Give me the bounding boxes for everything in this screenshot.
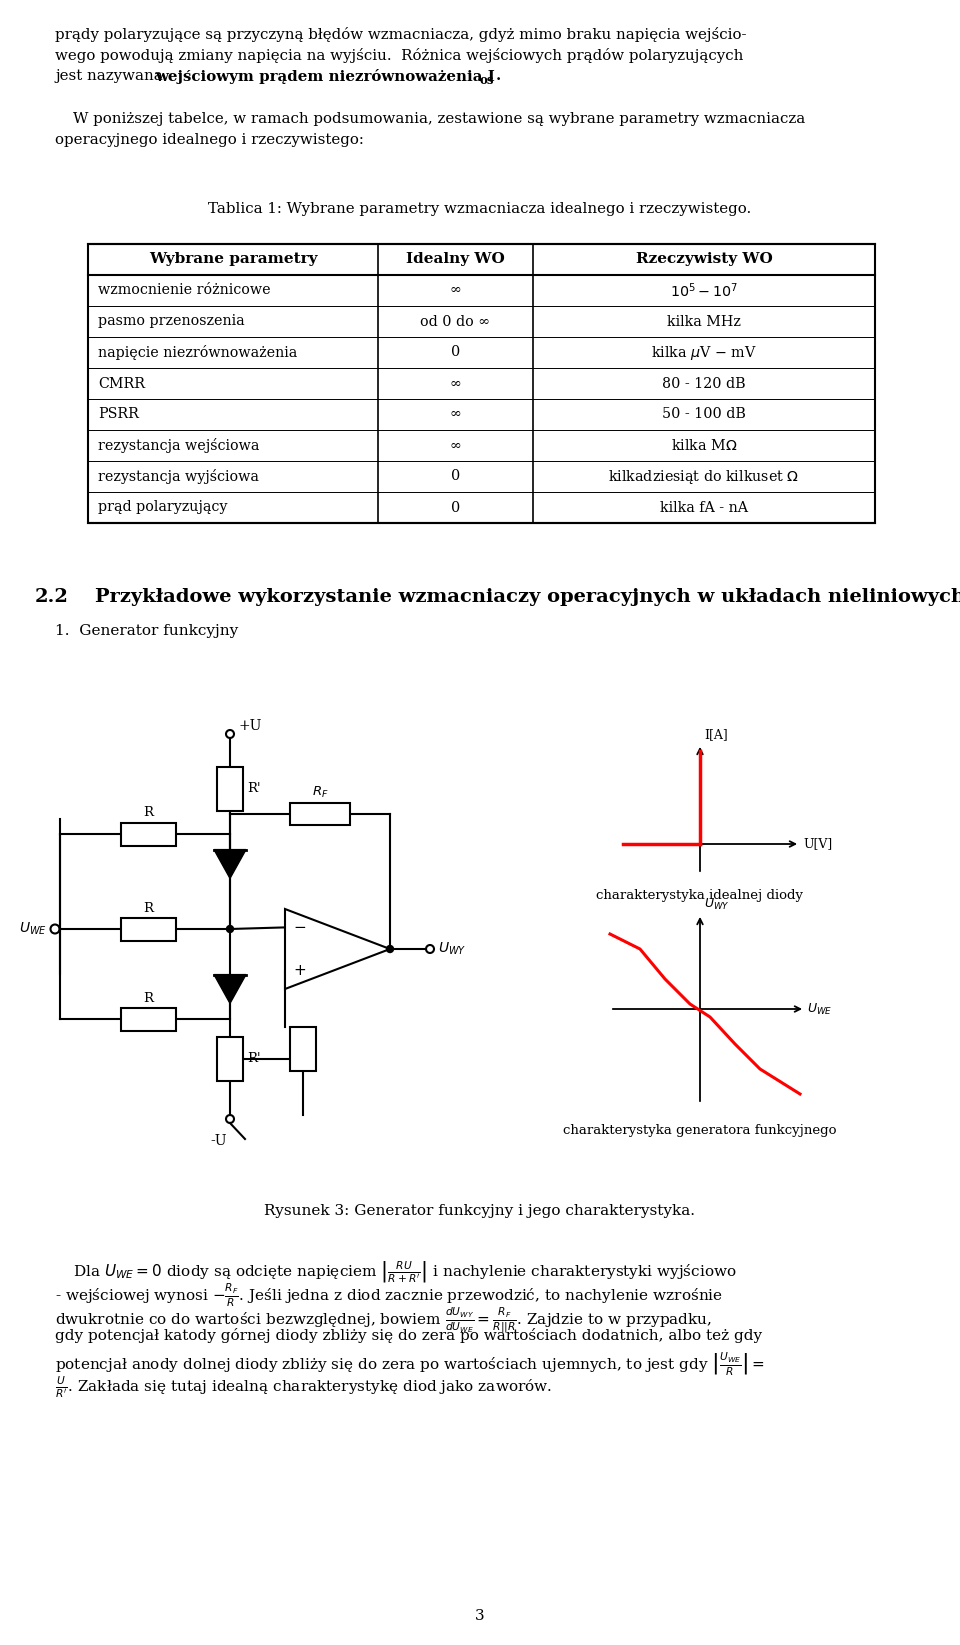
Text: potencjał anody dolnej diody zbliży się do zera po wartościach ujemnych, to jest: potencjał anody dolnej diody zbliży się … bbox=[55, 1351, 765, 1379]
Text: pasmo przenoszenia: pasmo przenoszenia bbox=[98, 314, 245, 329]
Text: R': R' bbox=[247, 1053, 260, 1066]
Text: 80 - 120 dB: 80 - 120 dB bbox=[662, 377, 746, 390]
Text: kilkadziesiąt do kilkuset $\Omega$: kilkadziesiąt do kilkuset $\Omega$ bbox=[609, 467, 800, 485]
Polygon shape bbox=[285, 910, 390, 989]
Text: kilka M$\Omega$: kilka M$\Omega$ bbox=[671, 438, 737, 452]
Text: Idealny WO: Idealny WO bbox=[406, 252, 505, 266]
Text: ∞: ∞ bbox=[449, 283, 462, 298]
Text: 0: 0 bbox=[451, 469, 460, 484]
Text: dwukrotnie co do wartości bezwzględnej, bowiem $\frac{dU_{WY}}{dU_{WE}} = \frac{: dwukrotnie co do wartości bezwzględnej, … bbox=[55, 1304, 712, 1334]
Text: $U_{WE}$: $U_{WE}$ bbox=[19, 921, 47, 938]
Text: 3: 3 bbox=[475, 1609, 485, 1624]
Text: $\frac{U}{R'}$. Zakłada się tutaj idealną charakterystykę diod jako zaworów.: $\frac{U}{R'}$. Zakłada się tutaj idealn… bbox=[55, 1374, 552, 1400]
Text: Rysunek 3: Generator funkcyjny i jego charakterystyka.: Rysunek 3: Generator funkcyjny i jego ch… bbox=[265, 1204, 695, 1217]
Text: Rzeczywisty WO: Rzeczywisty WO bbox=[636, 252, 773, 266]
Text: Wybrane parametry: Wybrane parametry bbox=[149, 252, 317, 266]
Text: Przykładowe wykorzystanie wzmacniaczy operacyjnych w układach nieliniowych: Przykładowe wykorzystanie wzmacniaczy op… bbox=[95, 587, 960, 605]
Text: ∞: ∞ bbox=[449, 377, 462, 390]
Text: R: R bbox=[143, 992, 153, 1005]
Bar bbox=[290, 1026, 316, 1071]
Text: W poniższej tabelce, w ramach podsumowania, zestawione są wybrane parametry wzma: W poniższej tabelce, w ramach podsumowan… bbox=[73, 112, 805, 127]
Text: ∞: ∞ bbox=[449, 408, 462, 421]
Text: -U: -U bbox=[210, 1133, 227, 1148]
Text: CMRR: CMRR bbox=[98, 377, 145, 390]
Text: PSRR: PSRR bbox=[98, 408, 139, 421]
Text: 0: 0 bbox=[451, 345, 460, 360]
Text: R: R bbox=[143, 806, 153, 819]
Text: $R_F$: $R_F$ bbox=[312, 785, 328, 799]
Text: 2.2: 2.2 bbox=[35, 587, 69, 605]
Text: 1.  Generator funkcyjny: 1. Generator funkcyjny bbox=[55, 623, 238, 638]
Text: charakterystyka generatora funkcyjnego: charakterystyka generatora funkcyjnego bbox=[564, 1124, 837, 1137]
Text: rezystancja wejściowa: rezystancja wejściowa bbox=[98, 438, 259, 452]
Polygon shape bbox=[214, 849, 246, 878]
Bar bbox=[217, 1036, 243, 1081]
Text: od 0 do ∞: od 0 do ∞ bbox=[420, 314, 491, 329]
Bar bbox=[88, 243, 875, 523]
Text: I[A]: I[A] bbox=[704, 729, 728, 740]
Text: Dla $U_{WE} = 0$ diody są odcięte napięciem $\left|\frac{RU}{R+R'}\right|$ i nac: Dla $U_{WE} = 0$ diody są odcięte napięc… bbox=[73, 1258, 736, 1285]
Bar bbox=[217, 767, 243, 811]
Text: kilka $\mu$V $-$ mV: kilka $\mu$V $-$ mV bbox=[651, 344, 756, 362]
Bar bbox=[290, 803, 350, 826]
Circle shape bbox=[227, 926, 233, 933]
Polygon shape bbox=[214, 974, 246, 1003]
Text: - wejściowej wynosi $-\frac{R_F}{R}$. Jeśli jedna z diod zacznie przewodzić, to : - wejściowej wynosi $-\frac{R_F}{R}$. Je… bbox=[55, 1281, 723, 1309]
Text: wzmocnienie różnicowe: wzmocnienie różnicowe bbox=[98, 283, 271, 298]
Text: napięcie niezrównoważenia: napięcie niezrównoważenia bbox=[98, 345, 298, 360]
Text: +: + bbox=[293, 962, 305, 979]
Text: os: os bbox=[479, 74, 493, 87]
Text: prądy polaryzujące są przyczyną błędów wzmacniacza, gdyż mimo braku napięcia wej: prądy polaryzujące są przyczyną błędów w… bbox=[55, 26, 747, 43]
Text: prąd polaryzujący: prąd polaryzujący bbox=[98, 500, 228, 515]
Text: charakterystyka idealnej diody: charakterystyka idealnej diody bbox=[596, 888, 804, 901]
Text: R': R' bbox=[247, 783, 260, 796]
Text: $U_{WY}$: $U_{WY}$ bbox=[704, 897, 730, 911]
Text: rezystancja wyjściowa: rezystancja wyjściowa bbox=[98, 469, 259, 484]
Text: jest nazywana: jest nazywana bbox=[55, 69, 167, 82]
Text: operacyjnego idealnego i rzeczywistego:: operacyjnego idealnego i rzeczywistego: bbox=[55, 133, 364, 146]
Text: U[V]: U[V] bbox=[803, 837, 832, 850]
Text: R: R bbox=[143, 901, 153, 915]
Text: ∞: ∞ bbox=[449, 439, 462, 452]
Text: −: − bbox=[293, 920, 305, 934]
Text: $U_{WY}$: $U_{WY}$ bbox=[438, 941, 467, 957]
Text: 50 - 100 dB: 50 - 100 dB bbox=[662, 408, 746, 421]
Text: +U: +U bbox=[238, 719, 261, 734]
Text: 0: 0 bbox=[451, 500, 460, 515]
Text: kilka MHz: kilka MHz bbox=[667, 314, 741, 329]
Bar bbox=[121, 918, 176, 941]
Text: wego powodują zmiany napięcia na wyjściu.  Różnica wejściowych prądów polaryzują: wego powodują zmiany napięcia na wyjściu… bbox=[55, 48, 743, 63]
Text: $10^5 - 10^7$: $10^5 - 10^7$ bbox=[670, 281, 738, 299]
Text: gdy potencjał katody górnej diody zbliży się do zera po wartościach dodatnich, a: gdy potencjał katody górnej diody zbliży… bbox=[55, 1328, 762, 1342]
Bar bbox=[121, 1007, 176, 1030]
Bar bbox=[121, 822, 176, 846]
Text: wejściowym prądem niezrównoważenia I: wejściowym prądem niezrównoważenia I bbox=[155, 69, 494, 84]
Circle shape bbox=[387, 946, 394, 952]
Text: Tablica 1: Wybrane parametry wzmacniacza idealnego i rzeczywistego.: Tablica 1: Wybrane parametry wzmacniacza… bbox=[208, 202, 752, 215]
Text: kilka fA - nA: kilka fA - nA bbox=[660, 500, 748, 515]
Text: $U_{WE}$: $U_{WE}$ bbox=[807, 1002, 832, 1017]
Text: .: . bbox=[496, 69, 501, 82]
